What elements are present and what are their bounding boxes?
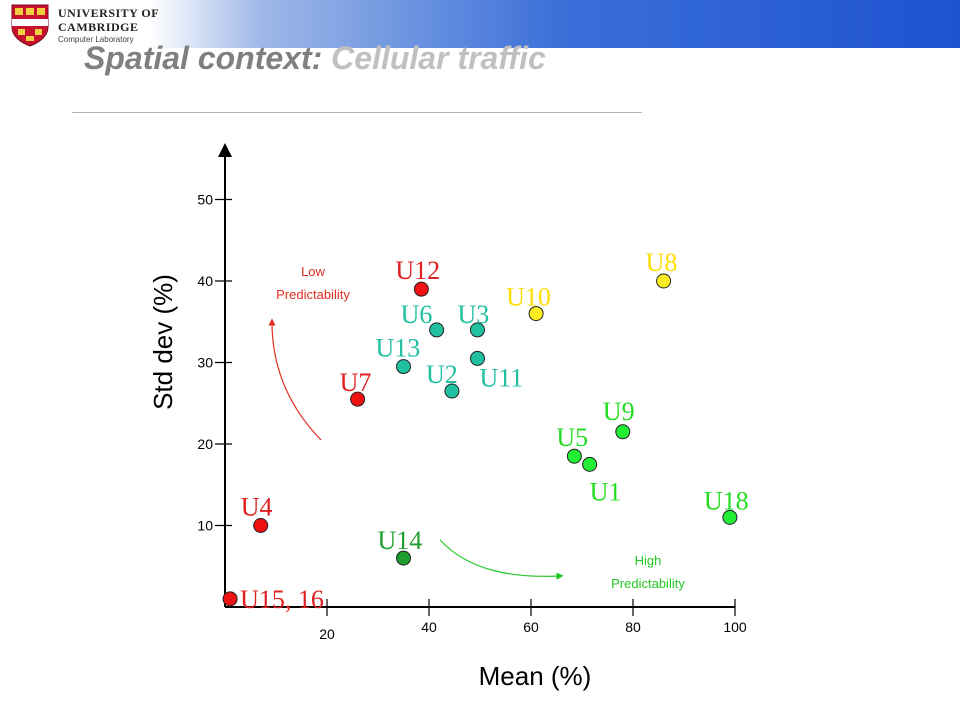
x-tick-label: 20 xyxy=(319,626,335,642)
x-axis-label: Mean (%) xyxy=(479,661,592,691)
header-bar xyxy=(0,0,960,48)
point-label: U13 xyxy=(376,334,421,363)
high-predictability-arrow xyxy=(439,539,564,580)
y-tick-label: 30 xyxy=(197,355,213,371)
data-point xyxy=(566,448,582,464)
point-label: U3 xyxy=(457,300,489,329)
data-point xyxy=(413,281,429,297)
data-point xyxy=(396,550,411,566)
data-point xyxy=(722,509,738,525)
data-point xyxy=(615,424,631,440)
y-tick-label: 10 xyxy=(197,518,213,534)
point-label: U7 xyxy=(340,368,372,397)
logo-line-3: Computer Laboratory xyxy=(58,35,134,44)
data-point xyxy=(350,391,366,407)
x-tick-label: 40 xyxy=(421,619,437,635)
point-label: U10 xyxy=(506,283,551,312)
x-tick-label: 100 xyxy=(723,619,747,635)
data-point xyxy=(429,322,445,338)
point-label: U11 xyxy=(479,363,523,392)
low-predictability-label-line1: Low xyxy=(301,264,325,279)
slide-title-main: Spatial context: xyxy=(84,40,323,76)
shield-icon xyxy=(11,4,49,47)
logo-line-2: CAMBRIDGE xyxy=(58,20,139,34)
data-point xyxy=(222,591,238,607)
x-tick-label: 60 xyxy=(523,619,539,635)
low-predictability-arrow xyxy=(268,318,322,441)
point-label: U5 xyxy=(556,423,588,452)
y-tick-label: 20 xyxy=(197,436,213,452)
data-point xyxy=(253,518,269,533)
data-point xyxy=(656,273,672,289)
low-predictability-label-line2: Predictability xyxy=(276,287,350,302)
y-tick-label: 40 xyxy=(197,273,213,289)
logo-line-1: UNIVERSITY OF xyxy=(58,6,160,20)
title-divider xyxy=(72,112,642,113)
point-label: U4 xyxy=(241,493,273,522)
x-tick-label: 80 xyxy=(625,619,641,635)
y-axis-label: Std dev (%) xyxy=(148,274,178,410)
university-logo: UNIVERSITY OF CAMBRIDGE Computer Laborat… xyxy=(6,3,160,47)
high-predictability-label-line2: Predictability xyxy=(611,576,685,591)
data-point xyxy=(469,350,485,366)
data-point xyxy=(469,322,485,338)
y-tick-label: 50 xyxy=(197,192,213,208)
point-label: U18 xyxy=(704,486,749,515)
data-point xyxy=(528,306,544,322)
slide-title-sub: Cellular traffic xyxy=(331,40,546,76)
point-label: U9 xyxy=(603,397,635,426)
slide-title: Spatial context: Cellular traffic xyxy=(84,40,546,77)
point-label: U15, 16 xyxy=(240,585,324,614)
point-label: U1 xyxy=(590,477,622,506)
data-point xyxy=(396,359,411,375)
point-label: U6 xyxy=(401,300,433,329)
data-point xyxy=(444,383,460,399)
point-label: U12 xyxy=(395,256,440,285)
point-label: U8 xyxy=(646,248,678,277)
point-label: U2 xyxy=(426,360,458,389)
data-point xyxy=(582,456,598,472)
point-label: U14 xyxy=(378,526,423,555)
high-predictability-label-line1: High xyxy=(635,553,662,568)
